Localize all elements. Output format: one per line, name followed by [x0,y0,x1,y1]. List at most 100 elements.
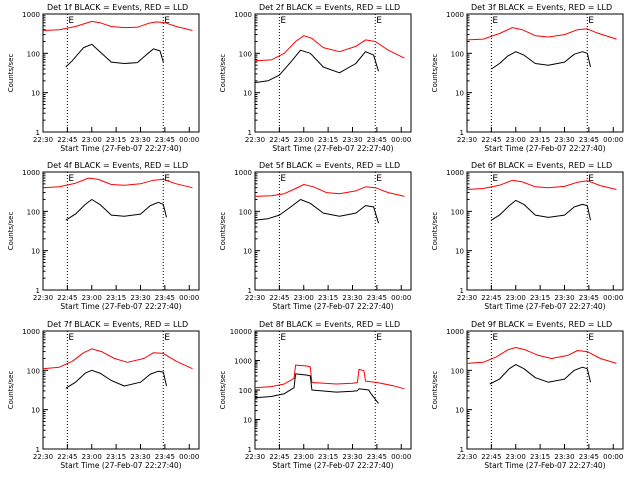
y-tick-label: 100 [239,387,252,395]
y-tick-label: 1 [36,446,40,454]
y-tick-label: 10 [31,248,40,256]
x-axis-label: Start Time (27-Feb-07 22:27:40) [484,302,605,311]
x-tick-label: 23:45 [367,294,387,302]
x-tick-label: 00:00 [603,136,623,144]
x-tick-label: 22:45 [269,453,289,461]
x-tick-label: 23:00 [506,294,526,302]
x-tick-label: 22:45 [57,453,77,461]
x-tick-label: 23:30 [130,294,150,302]
y-tick-label: 1000 [234,169,252,177]
x-tick-label: 23:00 [294,453,314,461]
panel-det-4: Det 4f BLACK = Events, RED = LLD 1 10 100 10… [7,161,200,311]
x-tick-label: 22:45 [57,136,77,144]
x-tick-label: 23:30 [342,453,362,461]
panel-det-3: Det 3f BLACK = Events, RED = LLD 1 10 100 10… [431,3,624,153]
y-tick-label: 1000 [22,328,40,336]
y-tick-label: 1000 [234,358,252,366]
y-tick-label: 100 [451,367,464,375]
y-tick-label: 10 [243,248,252,256]
panel-title: Det 7f BLACK = Events, RED = LLD [47,320,188,329]
event-marker-label: E [164,333,170,343]
y-tick-label: 10 [455,407,464,415]
x-tick-label: 23:15 [530,136,550,144]
x-tick-label: 23:30 [342,294,362,302]
x-tick-label: 23:15 [106,136,126,144]
series-line-events [489,364,591,385]
y-tick-label: 1 [248,287,252,295]
x-tick-label: 22:30 [245,294,265,302]
x-tick-label: 23:15 [530,453,550,461]
x-tick-label: 23:45 [155,453,175,461]
y-tick-label: 100 [27,208,40,216]
x-tick-label: 23:00 [506,453,526,461]
series-line-lld [466,347,617,364]
series-line-events [254,49,379,84]
panel-title: Det 6f BLACK = Events, RED = LLD [471,161,612,170]
y-tick-label: 100 [239,208,252,216]
y-tick-label: 10 [243,417,252,425]
x-tick-label: 23:15 [106,453,126,461]
y-tick-label: 10000 [230,328,252,336]
x-tick-label: 23:45 [155,136,175,144]
x-tick-label: 23:15 [318,294,338,302]
panel-title: Det 5f BLACK = Events, RED = LLD [259,161,400,170]
x-tick-label: 22:45 [57,294,77,302]
x-tick-label: 23:30 [554,453,574,461]
x-tick-label: 22:45 [269,136,289,144]
event-marker-label: E [68,333,74,343]
event-marker-label: E [588,174,594,184]
x-axis-label: Start Time (27-Feb-07 22:27:40) [60,302,181,311]
x-tick-label: 00:00 [391,136,411,144]
panel-det-2: Det 2f BLACK = Events, RED = LLD 1 10 100 10… [219,3,412,153]
plot-frame [254,330,412,450]
y-tick-label: 1000 [446,328,464,336]
x-axis-label: Start Time (27-Feb-07 22:27:40) [484,461,605,470]
x-tick-label: 22:30 [33,294,53,302]
event-marker-label: E [492,174,498,184]
x-tick-label: 23:00 [82,453,102,461]
x-axis-label: Start Time (27-Feb-07 22:27:40) [60,461,181,470]
plot-frame [466,330,624,450]
y-tick-label: 1000 [446,11,464,19]
y-tick-label: 1 [460,446,464,454]
series-line-events [491,51,591,70]
x-axis-label: Start Time (27-Feb-07 22:27:40) [484,144,605,153]
panel-title: Det 8f BLACK = Events, RED = LLD [259,320,400,329]
y-tick-label: 100 [451,208,464,216]
panel-title: Det 4f BLACK = Events, RED = LLD [47,161,188,170]
event-marker-label: E [376,174,382,184]
x-tick-label: 23:30 [130,136,150,144]
panel-title: Det 2f BLACK = Events, RED = LLD [259,3,400,12]
y-tick-label: 10 [455,248,464,256]
panel-det-1: Det 1f BLACK = Events, RED = LLD 1 10 100 10… [7,3,200,153]
panel-title: Det 1f BLACK = Events, RED = LLD [47,3,188,12]
panel-det-6: Det 6f BLACK = Events, RED = LLD 1 10 100 10… [431,161,624,311]
x-axis-label: Start Time (27-Feb-07 22:27:40) [60,144,181,153]
y-axis-label: Counts/sec [431,54,439,93]
plot-frame [42,171,200,291]
x-tick-label: 23:30 [342,136,362,144]
x-axis-label: Start Time (27-Feb-07 22:27:40) [272,144,393,153]
series-line-lld [254,35,405,62]
series-line-lld [42,348,193,370]
series-line-lld [466,27,617,41]
x-tick-label: 22:30 [245,136,265,144]
plot-frame [466,171,624,291]
y-tick-label: 1 [248,446,252,454]
event-marker-label: E [68,174,74,184]
panel-title: Det 9f BLACK = Events, RED = LLD [471,320,612,329]
x-tick-label: 22:30 [457,453,477,461]
x-tick-label: 22:30 [33,453,53,461]
series-line-events [491,199,591,221]
y-tick-label: 1 [36,287,40,295]
y-tick-label: 1000 [446,169,464,177]
x-tick-label: 22:30 [33,136,53,144]
panel-det-8: Det 8f BLACK = Events, RED = LLD 1 10 100 10… [219,320,412,470]
y-axis-label: Counts/sec [219,212,227,251]
x-tick-label: 22:45 [481,136,501,144]
y-axis-label: Counts/sec [7,371,15,410]
panel-det-9: Det 9f BLACK = Events, RED = LLD 1 10 100 10… [431,320,624,470]
series-line-events [65,43,164,68]
series-line-events [254,373,379,404]
